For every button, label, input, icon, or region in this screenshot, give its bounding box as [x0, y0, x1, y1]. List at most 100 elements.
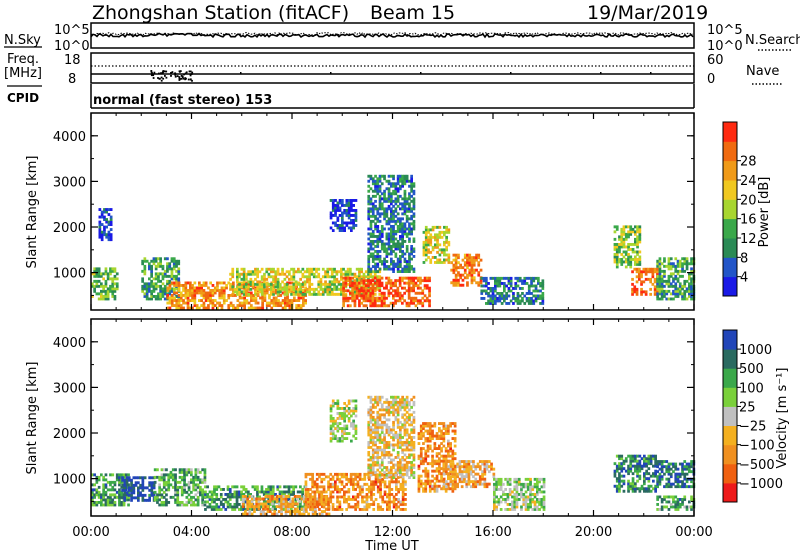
heatmap-cell: [251, 498, 254, 501]
heatmap-cell: [323, 501, 326, 504]
heatmap-cell: [413, 228, 416, 231]
heatmap-cell: [241, 278, 244, 281]
heatmap-cell: [270, 491, 273, 494]
heatmap-cell: [96, 282, 99, 285]
heatmap-cell: [656, 280, 659, 283]
heatmap-cell: [686, 280, 689, 283]
heatmap-cell: [172, 473, 175, 476]
heatmap-cell: [395, 411, 398, 414]
heatmap-cell: [392, 268, 395, 271]
heatmap-cell: [379, 466, 382, 469]
heatmap-cell: [360, 302, 363, 305]
heatmap-cell: [127, 504, 130, 507]
heatmap-cell: [376, 192, 379, 195]
heatmap-cell: [98, 270, 101, 273]
heatmap-cell: [302, 293, 305, 296]
heatmap-cell: [346, 209, 349, 212]
heatmap-cell: [96, 292, 99, 295]
heatmap-cell: [499, 295, 502, 298]
heatmap-cell: [643, 290, 646, 293]
heatmap-cell: [679, 292, 682, 295]
heatmap-cell: [137, 496, 140, 499]
heatmap-cell: [395, 263, 398, 266]
heatmap-cell: [198, 284, 201, 287]
heatmap-cell: [432, 228, 435, 231]
heatmap-cell: [523, 302, 526, 305]
heatmap-cell: [349, 282, 352, 285]
heatmap-cell: [383, 401, 386, 404]
heatmap-cell: [355, 425, 358, 428]
heatmap-cell: [652, 268, 655, 271]
heatmap-cell: [309, 503, 312, 506]
heatmap-cell: [640, 270, 643, 273]
heatmap-cell: [333, 275, 336, 278]
heatmap-cell: [375, 498, 378, 501]
heatmap-cell: [309, 498, 312, 501]
heatmap-cell: [419, 299, 422, 302]
heatmap-cell: [279, 302, 282, 305]
heatmap-cell: [164, 287, 167, 290]
heatmap-cell: [336, 501, 339, 504]
heatmap-cell: [381, 408, 384, 411]
heatmap-cell: [151, 481, 154, 484]
heatmap-cell: [351, 289, 354, 292]
heatmap-cell: [316, 478, 319, 481]
heatmap-cell: [487, 295, 490, 298]
heatmap-cell: [224, 501, 227, 504]
heatmap-cell: [329, 285, 332, 288]
heatmap-cell: [162, 272, 165, 275]
heatmap-cell: [426, 299, 429, 302]
heatmap-cell: [355, 432, 358, 435]
heatmap-cell: [415, 277, 418, 280]
heatmap-cell: [197, 501, 200, 504]
heatmap-cell: [236, 501, 239, 504]
heatmap-cell: [413, 185, 416, 188]
heatmap-cell: [229, 278, 232, 281]
heatmap-cell: [241, 290, 244, 293]
heatmap-cell: [96, 280, 99, 283]
heatmap-cell: [392, 225, 395, 228]
heatmap-cell: [383, 177, 386, 180]
heatmap-cell: [401, 464, 404, 467]
heatmap-cell: [384, 485, 387, 488]
heatmap-cell: [633, 288, 636, 291]
freq-scatter-point: [182, 78, 184, 80]
heatmap-cell: [400, 485, 403, 488]
heatmap-cell: [116, 287, 119, 290]
heatmap-cell: [191, 297, 194, 300]
heatmap-cell: [240, 491, 243, 494]
heatmap-cell: [307, 513, 310, 516]
heatmap-cell: [352, 224, 355, 227]
heatmap-cell: [462, 259, 465, 262]
heatmap-cell: [109, 501, 112, 504]
heatmap-cell: [268, 297, 271, 300]
heatmap-cell: [165, 468, 168, 471]
heatmap-cell: [311, 293, 314, 296]
heatmap-cell: [406, 446, 409, 449]
heatmap-cell: [158, 493, 161, 496]
heatmap-cell: [363, 294, 366, 297]
heatmap-cell: [105, 491, 108, 494]
heatmap-cell: [102, 504, 105, 507]
heatmap-cell: [227, 297, 230, 300]
heatmap-cell: [320, 280, 323, 283]
heatmap-cell: [346, 410, 349, 413]
heatmap-cell: [372, 258, 375, 261]
freq-scatter-point: [190, 75, 192, 77]
heatmap-cell: [383, 436, 386, 439]
heatmap-cell: [171, 304, 174, 307]
heatmap-cell: [668, 260, 671, 263]
heatmap-cell: [401, 444, 404, 447]
heatmap-cell: [173, 267, 176, 270]
heatmap-cell: [425, 238, 428, 241]
heatmap-cell: [345, 297, 348, 300]
heatmap-cell: [285, 498, 288, 501]
heatmap-cell: [379, 434, 382, 437]
heatmap-cell: [376, 210, 379, 213]
heatmap-cell: [352, 496, 355, 499]
heatmap-cell: [418, 457, 421, 460]
heatmap-cell: [190, 491, 193, 494]
heatmap-cell: [336, 273, 339, 276]
heatmap-cell: [381, 449, 384, 452]
heatmap-cell: [146, 295, 149, 298]
